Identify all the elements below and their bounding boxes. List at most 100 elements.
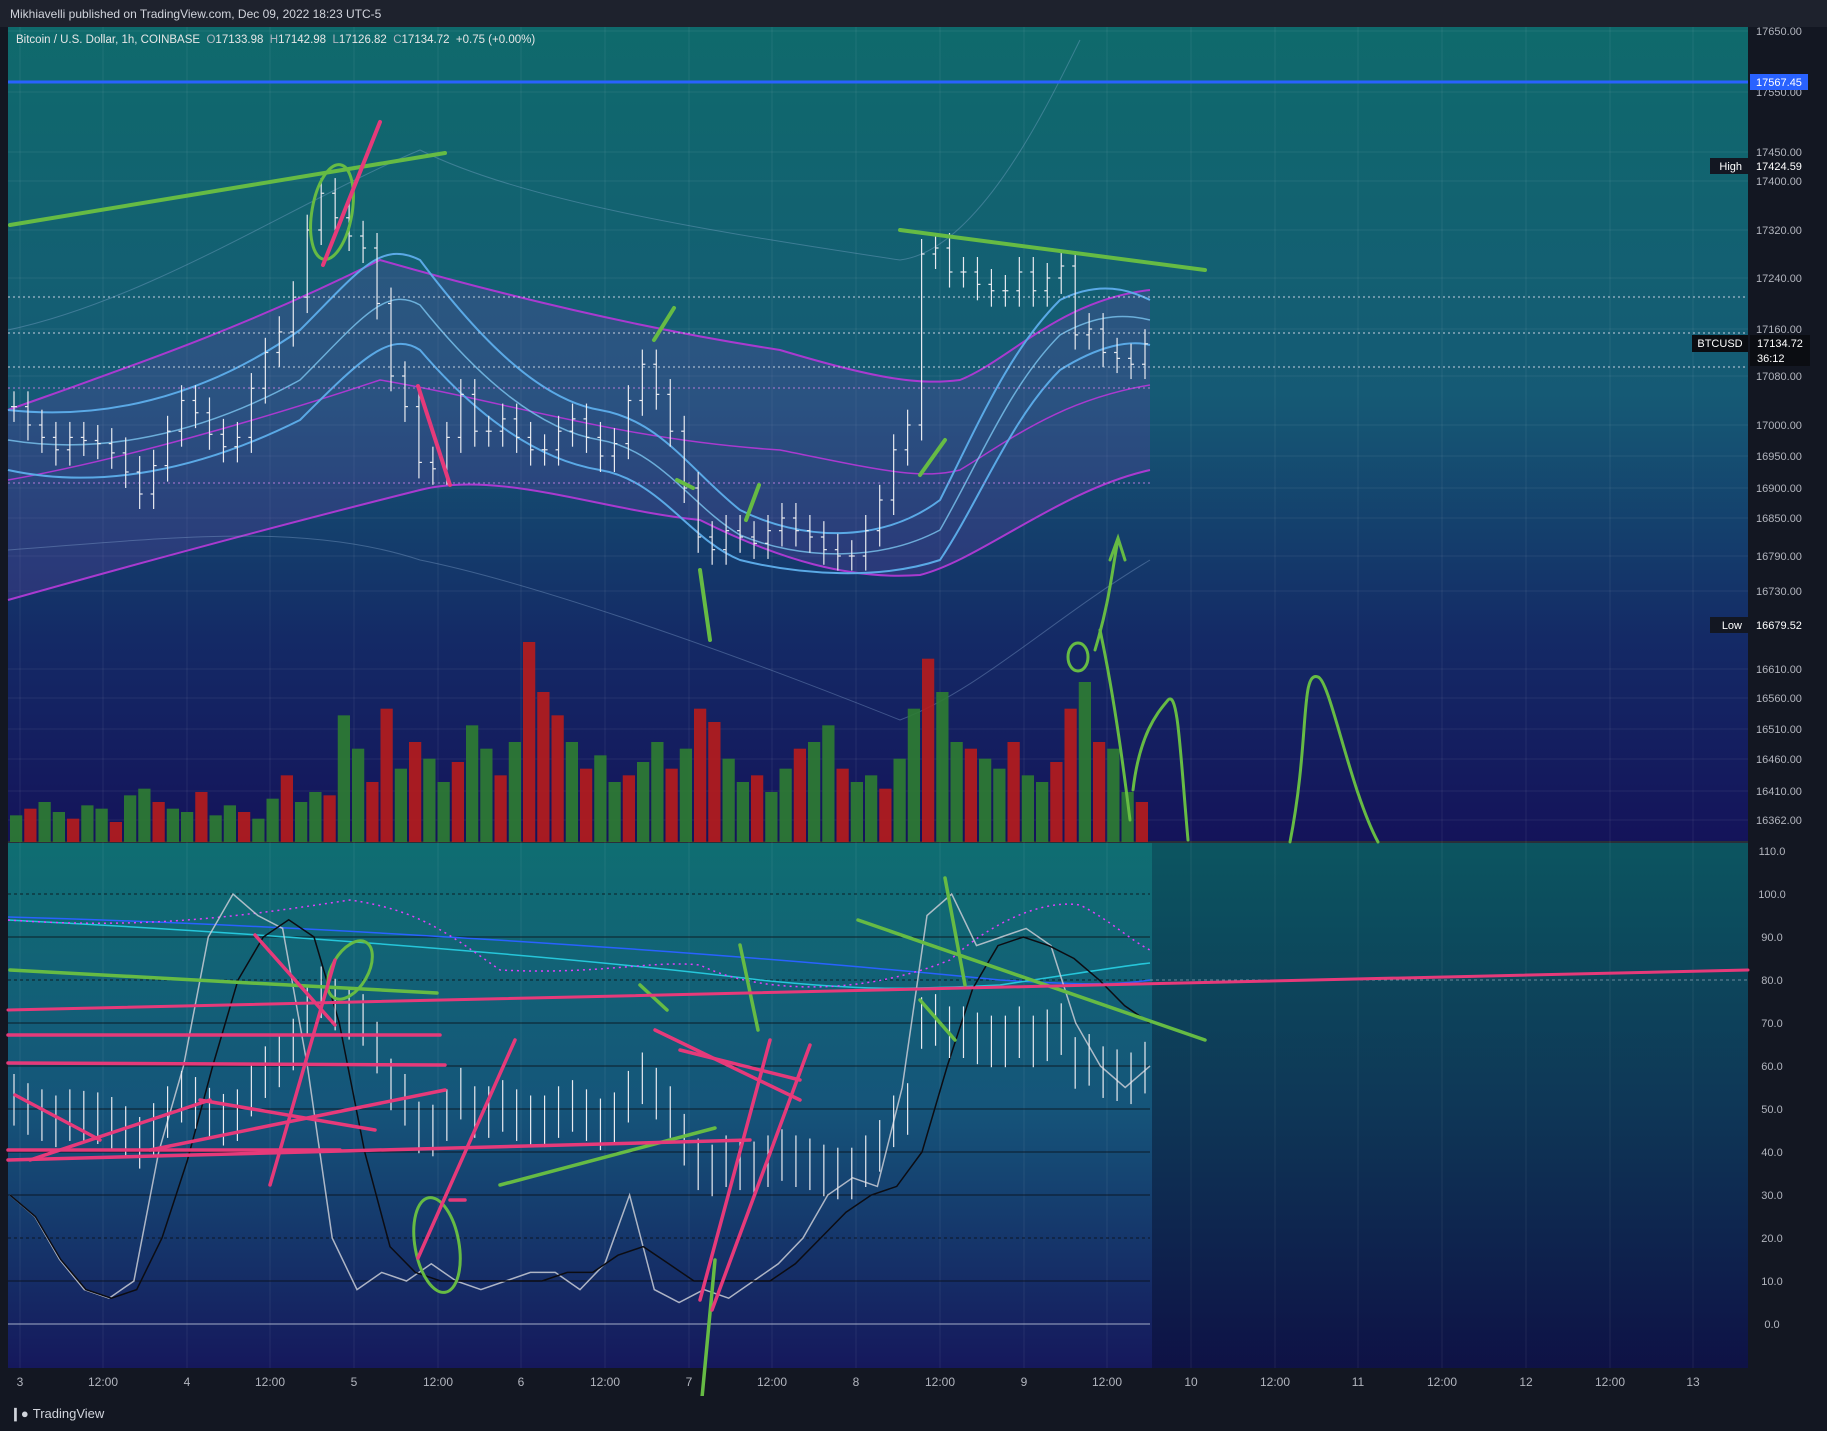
- price-tick: 16850.00: [1756, 513, 1802, 525]
- volume-bar: [10, 815, 23, 842]
- volume-bar: [337, 715, 350, 842]
- price-line-value: 17567.45: [1756, 77, 1802, 89]
- price-tick: 17320.00: [1756, 225, 1802, 237]
- volume-bar: [1021, 775, 1034, 842]
- volume-bar: [907, 708, 920, 842]
- osc-tick: 10.0: [1761, 1276, 1782, 1288]
- volume-bar: [195, 792, 208, 842]
- time-tick: 4: [184, 1375, 191, 1389]
- volume-bar: [751, 775, 764, 842]
- time-tick: 12:00: [925, 1375, 955, 1389]
- volume-bar: [993, 768, 1006, 842]
- price-tick: 16790.00: [1756, 551, 1802, 563]
- drawings-pink[interactable]: [6, 120, 1750, 1312]
- open-value: 17133.98: [215, 34, 264, 46]
- time-axis-bg: [0, 1368, 1827, 1396]
- time-tick: 8: [853, 1375, 860, 1389]
- volume-bar: [1107, 748, 1120, 842]
- osc-tick: 60.0: [1761, 1061, 1782, 1073]
- volume-bar: [979, 758, 992, 842]
- envelope-lower: [7, 469, 1151, 601]
- volume-bar: [580, 768, 593, 842]
- price-tick: 17400.00: [1756, 176, 1802, 188]
- time-tick: 12:00: [1260, 1375, 1290, 1389]
- volume-bar: [537, 692, 550, 842]
- volume-bar: [779, 768, 792, 842]
- ema-mid: [7, 298, 1151, 555]
- price-tick: 16900.00: [1756, 483, 1802, 495]
- publish-header: Mikhiavelli published on TradingView.com…: [0, 0, 1827, 27]
- volume-bar: [865, 775, 878, 842]
- price-tick: 16950.00: [1756, 451, 1802, 463]
- volume-bar: [665, 768, 678, 842]
- volume-bar: [95, 808, 108, 842]
- time-tick: 12:00: [88, 1375, 118, 1389]
- envelope-upper: [7, 258, 1151, 411]
- low-label-legend: L: [332, 34, 339, 46]
- volume-bar: [1078, 682, 1091, 842]
- chart-canvas[interactable]: 17650.0017550.0017450.0017400.0017320.00…: [0, 27, 1827, 1396]
- volume-bar: [181, 812, 194, 842]
- volume-bar: [138, 788, 151, 842]
- volume-bar: [109, 822, 122, 842]
- volume-bar: [622, 775, 635, 842]
- volume-bar: [67, 818, 80, 842]
- symbol-description[interactable]: Bitcoin / U.S. Dollar, 1h, COINBASE: [16, 34, 201, 46]
- high-label-legend: H: [269, 34, 279, 46]
- volume-bar: [152, 802, 165, 842]
- volume-bar: [166, 808, 179, 842]
- volume-bar: [594, 755, 607, 842]
- volume-bar: [52, 812, 65, 842]
- volume-bar: [736, 782, 749, 842]
- volume-bar: [651, 742, 664, 842]
- ohlc-legend: Bitcoin / U.S. Dollar, 1h, COINBASE O171…: [16, 34, 535, 46]
- price-tick: 16362.00: [1756, 815, 1802, 827]
- envelope-mid: [7, 379, 1151, 481]
- volume-bar: [366, 782, 379, 842]
- volume-bar: [24, 808, 37, 842]
- volume-bar: [1064, 708, 1077, 842]
- time-tick: 5: [351, 1375, 358, 1389]
- volume-bar: [694, 708, 707, 842]
- osc-tick: 90.0: [1761, 932, 1782, 944]
- time-tick: 6: [518, 1375, 525, 1389]
- outer-band-lower: [7, 535, 1151, 721]
- osc-tick: 20.0: [1761, 1233, 1782, 1245]
- time-tick: 12:00: [255, 1375, 285, 1389]
- low-value: 16679.52: [1756, 620, 1802, 632]
- volume-bar: [423, 758, 436, 842]
- time-tick: 12:00: [1595, 1375, 1625, 1389]
- oscillator-levels: [8, 893, 1748, 1325]
- volume-bar: [922, 658, 935, 842]
- volume-bar: [936, 692, 949, 842]
- time-tick: 12:00: [1092, 1375, 1122, 1389]
- time-tick: 9: [1021, 1375, 1028, 1389]
- volume-bar: [124, 795, 137, 842]
- tradingview-brand: TradingView: [32, 1406, 105, 1421]
- osc-ma-dotted: [7, 899, 1151, 988]
- volume-bar: [1135, 802, 1148, 842]
- volume-bar: [836, 768, 849, 842]
- volume-bar: [964, 748, 977, 842]
- tradingview-logo[interactable]: ❙● TradingView: [10, 1406, 104, 1422]
- price-tick: 17000.00: [1756, 420, 1802, 432]
- volume-bar: [722, 758, 735, 842]
- time-tick: 13: [1686, 1375, 1700, 1389]
- ticker-label: BTCUSD: [1697, 338, 1742, 350]
- close-label-legend: C: [393, 34, 402, 46]
- volume-bar: [637, 762, 650, 842]
- last-price-badge: BTCUSD 17134.72 36:12: [1692, 335, 1810, 366]
- volume-bar: [551, 715, 564, 842]
- price-axis-bg: [1748, 27, 1827, 1368]
- price-tick: 16410.00: [1756, 786, 1802, 798]
- volume-bar: [608, 782, 621, 842]
- time-tick: 10: [1184, 1375, 1198, 1389]
- volume-bar: [280, 775, 293, 842]
- drawings-green[interactable]: [8, 151, 1380, 1396]
- osc-tick: 100.0: [1758, 889, 1786, 901]
- volume-bar: [850, 782, 863, 842]
- time-tick: 12:00: [757, 1375, 787, 1389]
- osc-ma-cyan: [7, 919, 1151, 990]
- volume-bar: [437, 782, 450, 842]
- price-tick: 17450.00: [1756, 147, 1802, 159]
